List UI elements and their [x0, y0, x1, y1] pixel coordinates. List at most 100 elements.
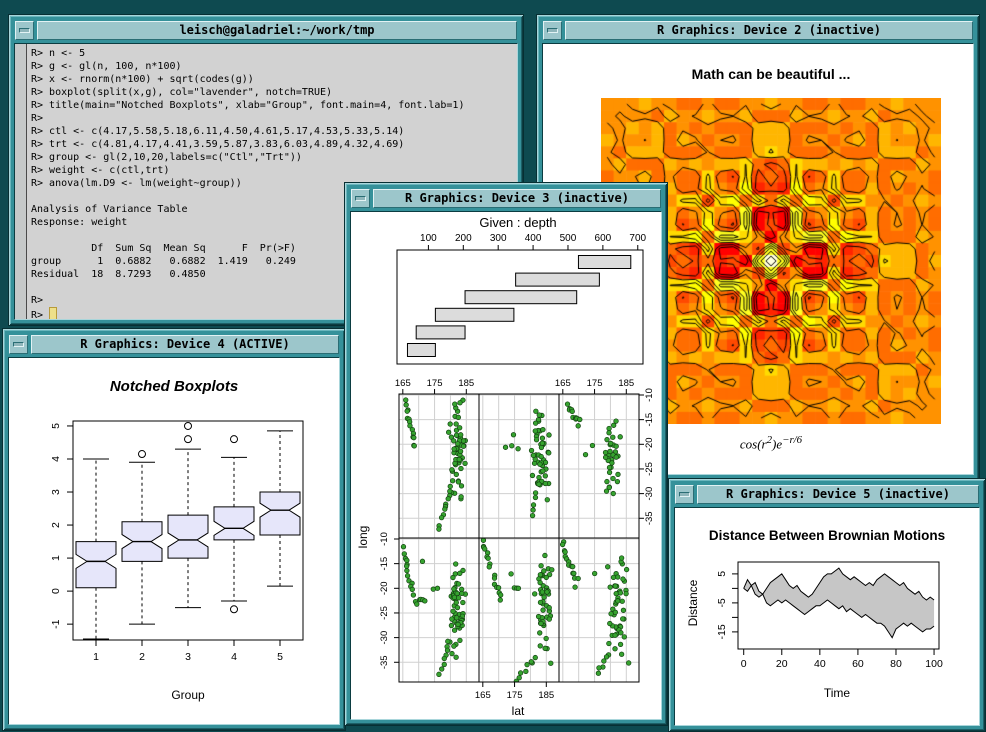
panel-box — [398, 537, 480, 683]
device4-titlebar-row: R Graphics: Device 4 (ACTIVE) — [9, 335, 339, 354]
terminal-titlebar[interactable]: leisch@galadriel:~/work/tmp — [37, 21, 517, 40]
formula-mid: )e — [772, 436, 783, 452]
formula-sup1: 2 — [766, 434, 773, 446]
outlier-point — [184, 421, 192, 430]
x-axis-tick-label: 0 — [741, 658, 747, 670]
upper-path — [743, 567, 935, 601]
device5-client: Distance Between Brownian Motions 0 20 40 6… — [674, 507, 980, 726]
notched-box — [75, 541, 117, 589]
scatter-points — [403, 397, 468, 532]
scatter-points — [400, 544, 468, 677]
x-axis-tick-label: 175 — [427, 378, 443, 389]
outlier-point — [230, 605, 238, 614]
window-menu-button[interactable] — [9, 335, 28, 354]
boxplot-group — [259, 430, 301, 587]
y-axis-tick-label: -35 — [379, 655, 390, 669]
plot-box — [737, 561, 940, 650]
panel-box — [398, 393, 480, 539]
y-axis-tick-label: -15 — [644, 413, 655, 427]
device2-title: R Graphics: Device 2 (inactive) — [657, 23, 881, 37]
x-axis-tick-label: 1 — [93, 651, 99, 663]
x-axis-tick-label: 165 — [395, 378, 411, 389]
menu-dash-icon — [355, 196, 366, 201]
x-axis-tick-label: 165 — [475, 690, 491, 701]
y-axis-tick-label: -15 — [379, 557, 390, 571]
x-axis-tick-label: 185 — [458, 378, 474, 389]
y-axis-tick-label: -5 — [716, 598, 728, 607]
x-axis-tick-label: 5 — [277, 651, 283, 663]
given-axis-tick-label: 300 — [490, 233, 507, 244]
window-menu-button[interactable] — [675, 485, 694, 504]
device3-titlebar[interactable]: R Graphics: Device 3 (inactive) — [373, 189, 661, 208]
y-axis-tick-label: -30 — [644, 487, 655, 501]
device5-titlebar[interactable]: R Graphics: Device 5 (inactive) — [697, 485, 979, 504]
device5-title: R Graphics: Device 5 (inactive) — [726, 487, 950, 501]
terminal-output[interactable]: R> n <- 5 R> g <- gl(n, 100, n*100) R> x… — [27, 44, 517, 319]
scatter-points — [480, 538, 555, 682]
scatter-panel — [558, 393, 640, 539]
device3-client: Given : depth 100 200 300 400 500 600 700 165 17… — [350, 211, 662, 720]
r-graphics-device4-window: R Graphics: Device 4 (ACTIVE) Notched Bo… — [2, 328, 346, 731]
notched-box — [213, 506, 255, 541]
formula-prefix: cos(r — [739, 436, 767, 452]
outlier-point — [184, 435, 192, 444]
given-axis-tick-label: 500 — [560, 233, 577, 244]
y-axis-tick-label: 5 — [50, 423, 62, 429]
device3-title: R Graphics: Device 3 (inactive) — [405, 191, 629, 205]
scatter-points — [559, 539, 632, 676]
menu-dash-icon — [547, 28, 558, 33]
given-axis-tick-label: 600 — [595, 233, 612, 244]
device4-client: Notched Boxplots 5 4 3 2 1 0 -1 1 2 3 4 5 Group — [8, 357, 340, 725]
terminal-title: leisch@galadriel:~/work/tmp — [179, 23, 375, 37]
outlier-point — [138, 450, 146, 459]
x-axis-tick-label: 175 — [587, 378, 603, 389]
scatter-panel — [398, 393, 480, 539]
x-axis-tick-label: 20 — [776, 658, 788, 670]
notched-box — [259, 491, 301, 536]
given-interval-bar — [577, 255, 632, 269]
formula-sup2: −r/6 — [782, 434, 803, 446]
lower-path — [743, 584, 935, 639]
math-plot-title: Math can be beautiful ... — [691, 66, 851, 82]
window-menu-button[interactable] — [15, 21, 34, 40]
x-axis-tick-label: 4 — [231, 651, 237, 663]
scatter-panel — [478, 537, 560, 683]
band-fill — [743, 568, 935, 638]
r-graphics-device3-window: R Graphics: Device 3 (inactive) Given : … — [344, 182, 668, 726]
menu-dash-icon — [679, 492, 690, 497]
y-axis-tick-label: -15 — [716, 624, 728, 639]
y-axis-tick-label: 3 — [50, 489, 62, 495]
device4-titlebar[interactable]: R Graphics: Device 4 (ACTIVE) — [31, 335, 339, 354]
menu-dash-icon — [19, 28, 30, 33]
y-axis-tick-label: -25 — [644, 462, 655, 476]
terminal-scrollbar[interactable] — [15, 44, 27, 319]
given-axis-tick-label: 400 — [525, 233, 542, 244]
terminal-cursor — [49, 307, 58, 319]
y-axis-tick-label: -1 — [50, 619, 62, 628]
menu-dash-icon — [13, 342, 24, 347]
y-axis-tick-label: -10 — [644, 388, 655, 402]
given-interval-bar — [415, 325, 466, 340]
boxplot-group — [75, 458, 117, 640]
x-axis-tick-label: 175 — [507, 690, 523, 701]
panel-box — [558, 537, 640, 683]
boxplot-group — [213, 435, 255, 614]
device2-titlebar[interactable]: R Graphics: Device 2 (inactive) — [565, 21, 973, 40]
boxplot-chart: 5 4 3 2 1 0 -1 1 2 3 4 5 — [50, 420, 304, 663]
x-axis-tick-label: 60 — [852, 658, 864, 670]
y-axis-tick-label: 1 — [50, 555, 62, 561]
given-interval-bar — [464, 290, 578, 305]
window-menu-button[interactable] — [543, 21, 562, 40]
y-axis-tick-label: -25 — [379, 606, 390, 620]
scatter-panel — [398, 537, 480, 683]
window-menu-button[interactable] — [351, 189, 370, 208]
y-axis-tick-label: -20 — [644, 437, 655, 451]
boxplot-group — [121, 450, 163, 625]
given-interval-bar — [515, 272, 600, 287]
scatter-points — [564, 401, 623, 497]
scatter-points — [502, 408, 552, 519]
device2-titlebar-row: R Graphics: Device 2 (inactive) — [543, 21, 973, 40]
y-axis-tick-label: 5 — [716, 571, 728, 577]
terminal-titlebar-row: leisch@galadriel:~/work/tmp — [15, 21, 517, 40]
